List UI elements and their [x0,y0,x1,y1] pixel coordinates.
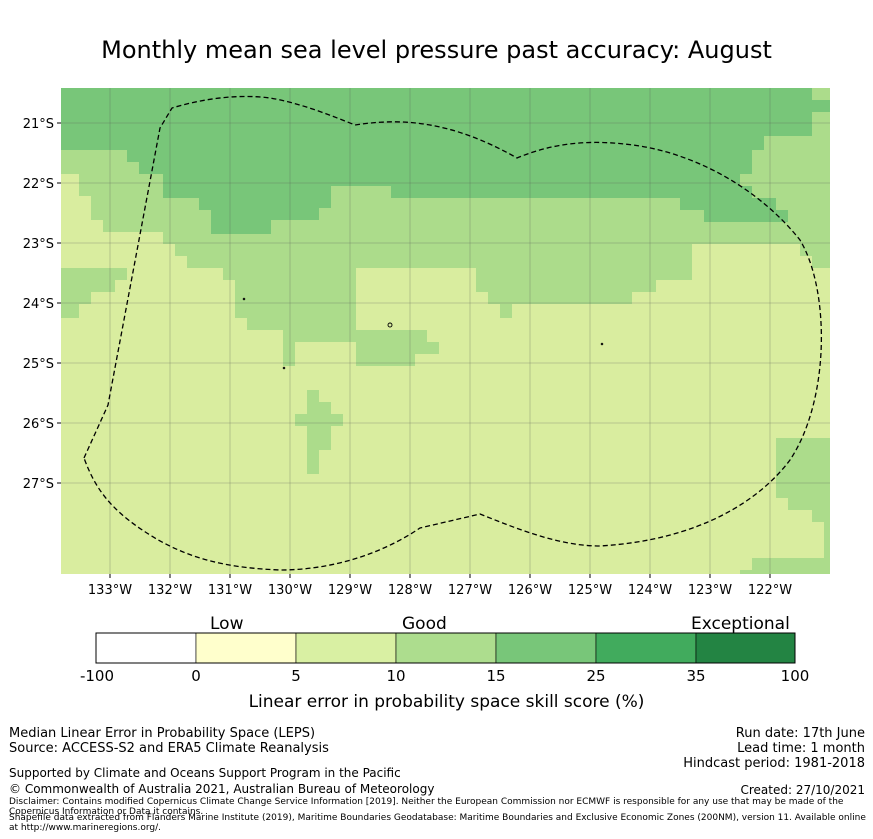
band-10-15-se [740,438,830,574]
colorbar-category-low: Low [210,614,244,634]
axis-ticks [57,122,771,578]
footer-method: Median Linear Error in Probability Space… [9,726,316,741]
map-gridlines [61,88,830,574]
eez-boundary [83,95,822,571]
lon-label: 123°W [688,583,732,598]
colorbar-segment [495,632,597,664]
lon-labels: 133°W 132°W 131°W 130°W 129°W 128°W 127°… [88,583,792,598]
footer-copyright: © Commonwealth of Australia 2021, Austra… [9,782,435,796]
chart-title: Monthly mean sea level pressure past acc… [101,36,772,64]
lon-label: 125°W [568,583,612,598]
skill-map [61,88,830,574]
colorbar-tick: 100 [780,667,810,685]
lon-label: 131°W [208,583,252,598]
footer-hindcast: Hindcast period: 1981-2018 [683,756,865,771]
colorbar-tick: 35 [686,667,706,685]
colorbar-category-exceptional: Exceptional [691,614,790,634]
footer-source: Source: ACCESS-S2 and ERA5 Climate Reana… [9,741,329,756]
band-10-15-south [295,390,343,474]
footer-disclaimer: Disclaimer: Contains modified Copernicus… [9,797,844,817]
colorbar-tick: 0 [191,667,201,685]
colorbar-label: Linear error in probability space skill … [248,692,645,712]
lon-label: 130°W [268,583,312,598]
lat-label: 21°S [23,117,54,132]
lon-label: 132°W [148,583,192,598]
lon-label: 126°W [508,583,552,598]
islands [242,297,604,370]
lat-label: 26°S [23,417,54,432]
lat-label: 25°S [23,357,54,372]
band-10-15-west [61,268,127,318]
footer-shapefile: Shapefile data extracted from Flanders M… [9,813,866,833]
colorbar-segment [395,632,497,664]
colorbar [95,632,796,664]
lat-labels: 21°S 22°S 23°S 24°S 25°S 26°S 27°S [23,117,54,492]
colorbar-category-good: Good [402,614,447,634]
lon-label: 122°W [748,583,792,598]
colorbar-segment [295,632,397,664]
lon-label: 128°W [388,583,432,598]
colorbar-segment [695,632,796,664]
colorbar-segment [595,632,697,664]
band-15-25 [61,88,830,234]
lon-label: 133°W [88,583,132,598]
colorbar-tick: 10 [386,667,406,685]
footer-created: Created: 27/10/2021 [740,783,865,797]
footer-support: Supported by Climate and Oceans Support … [9,766,401,780]
lon-label: 124°W [628,583,672,598]
lon-label: 127°W [448,583,492,598]
lat-label: 24°S [23,297,54,312]
lat-label: 23°S [23,237,54,252]
lat-label: 22°S [23,177,54,192]
colorbar-segment [195,632,297,664]
band-10-15-island [356,330,439,366]
colorbar-tick: 15 [486,667,506,685]
colorbar-segment [95,632,197,664]
lat-label: 27°S [23,477,54,492]
footer-lead-time: Lead time: 1 month [737,741,865,756]
lon-label: 129°W [328,583,372,598]
footer-run-date: Run date: 17th June [735,726,865,741]
colorbar-tick: 5 [291,667,301,685]
colorbar-tick: -100 [79,667,115,685]
colorbar-tick: 25 [586,667,606,685]
